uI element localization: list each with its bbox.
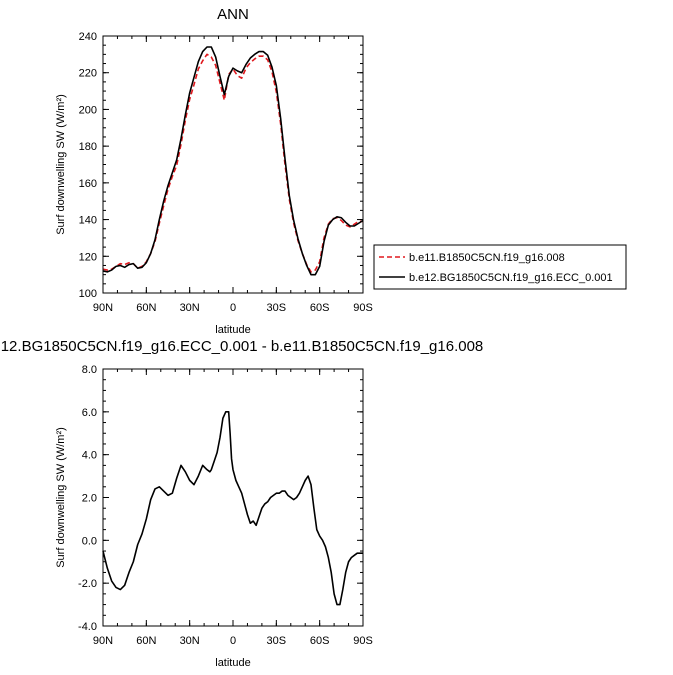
bottom-x-tick-label: 30N [180, 635, 200, 647]
legend: b.e11.B1850C5CN.f19_g16.008 b.e12.BG1850… [373, 244, 627, 290]
bottom-x-tick-label: 0 [230, 635, 236, 647]
bottom-x-tick-label: 90N [93, 635, 113, 647]
x-axis-label: latitude [215, 324, 250, 336]
top-y-tick-label: 160 [79, 178, 97, 190]
bottom-x-tick-label: 60N [136, 635, 156, 647]
bottom-y-tick-label: 6.0 [82, 407, 97, 419]
top-plot-lines [102, 46, 364, 276]
top-y-tick-label: 120 [79, 251, 97, 263]
bottom-series-line-0 [102, 411, 363, 606]
top-x-tick-label: 30S [267, 302, 287, 314]
top-x-tick-label: 60N [136, 302, 156, 314]
legend-box [373, 244, 627, 290]
top-y-tick-label: 220 [79, 68, 97, 80]
bottom-y-tick-label: -2.0 [78, 578, 97, 590]
bottom-axis-ticks: 90N 60N 30N 0 30S 60S 90S -4.0 -2.0 0.0 2.0 4.0 6.0 8… [78, 364, 373, 647]
top-axis-ticks: 90N 60N 30N 0 30S 60S 90S 100 120 140 160 180 200 220… [79, 31, 373, 314]
top-y-tick-label: 240 [79, 31, 97, 43]
top-x-tick-label: 0 [230, 302, 236, 314]
legend-label-control: b.e11.B1850C5CN.f19_g16.008 [409, 252, 565, 264]
bottom-y-tick-label: 4.0 [82, 450, 97, 462]
y-axis-label: Surf downwelling SW (W/m²) [55, 94, 67, 235]
bottom-y-tick-label: 8.0 [82, 364, 97, 376]
legend-label-experiment: b.e12.BG1850C5CN.f19_g16.ECC_0.001 [409, 272, 613, 284]
chart-title: ANN [217, 6, 249, 23]
top-plot-frame [102, 35, 364, 294]
top-x-tick-label: 90N [93, 302, 113, 314]
top-y-tick-label: 180 [79, 141, 97, 153]
bottom-x-tick-label: 30S [267, 635, 287, 647]
bottom-y-tick-label: -4.0 [78, 621, 97, 633]
bottom-y-tick-label: 2.0 [82, 493, 97, 505]
bottom-chart-panel: 12.BG1850C5CN.f19_g16.ECC_0.001 - b.e11.… [1, 338, 484, 669]
bottom-y-tick-label: 0.0 [82, 535, 97, 547]
top-y-tick-label: 200 [79, 104, 97, 116]
top-y-tick-label: 100 [79, 288, 97, 300]
top-x-tick-label: 30N [180, 302, 200, 314]
top-x-tick-label: 60S [310, 302, 330, 314]
top-x-tick-label: 90S [353, 302, 373, 314]
top-chart-panel: ANN 90N 60N 30N 0 30S 60S 90S 100 120 140 160 180 20… [55, 6, 627, 336]
top-series-line-1 [102, 46, 364, 276]
bottom-plot-frame [102, 368, 364, 627]
difference-chart-title: 12.BG1850C5CN.f19_g16.ECC_0.001 - b.e11.… [1, 338, 484, 355]
top-y-tick-label: 140 [79, 215, 97, 227]
bottom-x-tick-label: 60S [310, 635, 330, 647]
x-axis-label-bottom: latitude [215, 657, 250, 669]
y-axis-label-bottom: Surf downwelling SW (W/m²) [55, 427, 67, 568]
bottom-x-tick-label: 90S [353, 635, 373, 647]
bottom-plot-lines [102, 411, 363, 606]
